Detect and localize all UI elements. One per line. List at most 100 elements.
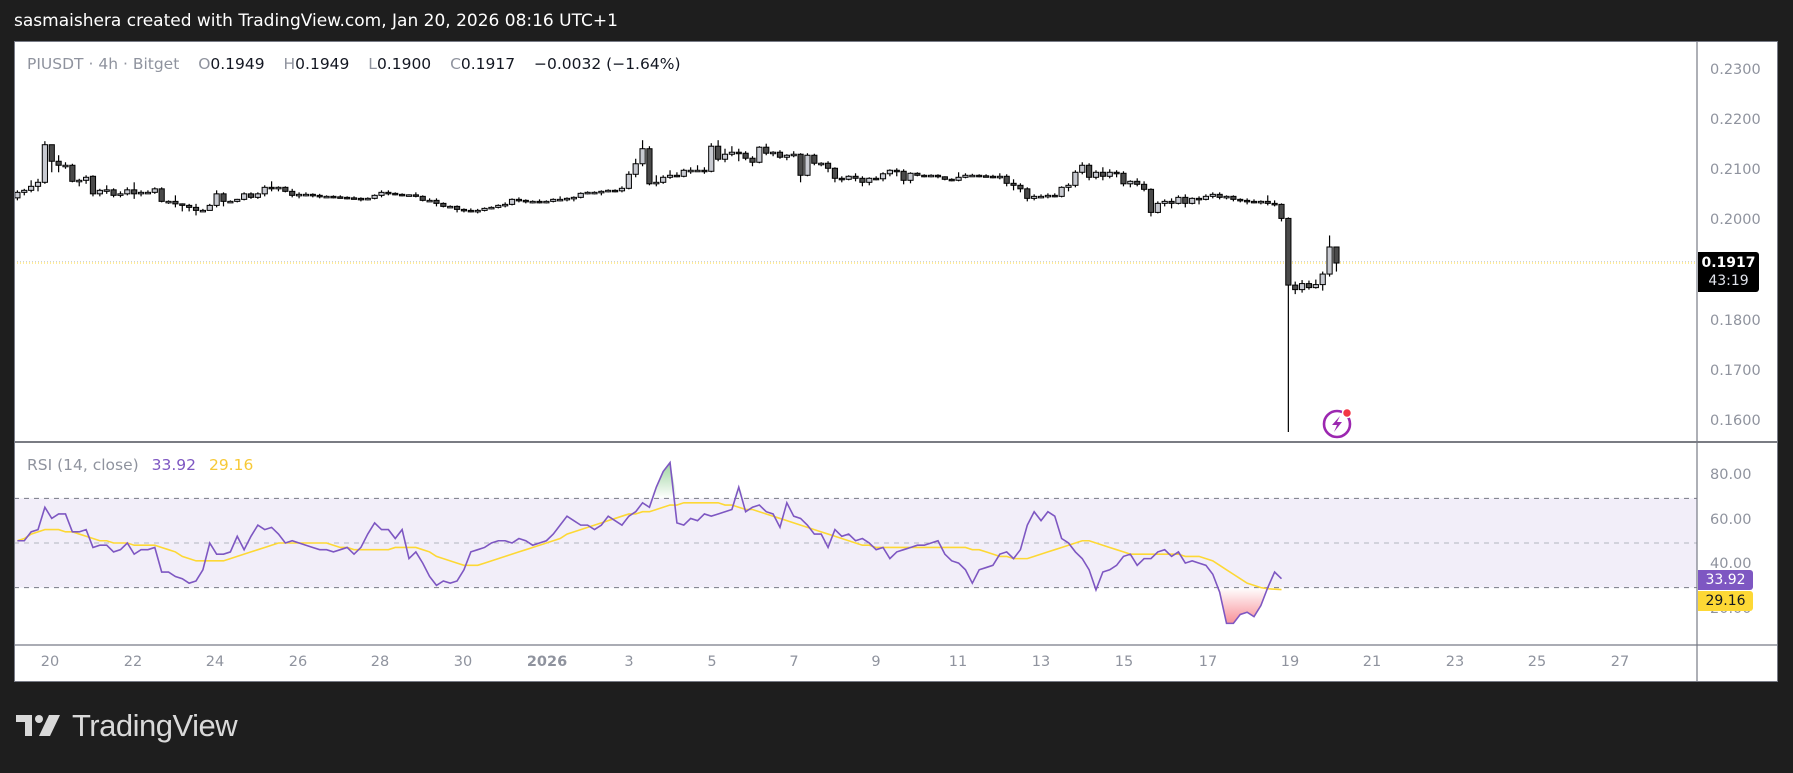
time-axis-label: 19: [1280, 654, 1300, 670]
candle-down: [1278, 203, 1285, 219]
rsi-ma-line: [17, 501, 1282, 591]
candle-up: [206, 204, 213, 211]
candle-up: [708, 145, 715, 172]
candle-up: [405, 194, 413, 197]
candle-down: [1182, 196, 1189, 204]
candle-up: [866, 177, 873, 183]
legend-sep: ·: [88, 55, 94, 73]
chart-frame[interactable]: [14, 41, 1778, 682]
candle-up: [1044, 194, 1052, 198]
candle-up: [756, 146, 763, 163]
candle-up: [783, 154, 790, 158]
price-axis-label: 0.2000: [1710, 212, 1761, 228]
candle-down: [522, 199, 529, 203]
candle-down: [1024, 188, 1031, 199]
candle-up: [302, 193, 310, 197]
candle-up: [1326, 246, 1333, 275]
candle-down: [419, 195, 426, 201]
rsi-value-badge: 33.92: [1698, 570, 1753, 590]
time-axis-label: 30: [453, 654, 473, 670]
candle-up: [598, 190, 605, 194]
candle-down: [831, 167, 839, 179]
candle-down: [186, 204, 193, 208]
candle-down: [440, 202, 447, 207]
rsi-title[interactable]: RSI (14, close): [27, 456, 139, 474]
candle-down: [337, 196, 344, 199]
time-axis-label: 25: [1527, 654, 1547, 670]
candle-down: [646, 148, 653, 185]
candle-down: [941, 176, 948, 180]
lightning-event-icon[interactable]: [1321, 406, 1355, 440]
candle-up: [591, 191, 598, 195]
candle-up: [1092, 171, 1100, 178]
candle-up: [371, 194, 378, 199]
candle-down: [110, 189, 117, 196]
price-axis-label: 0.1800: [1710, 313, 1761, 329]
candle-up: [529, 200, 536, 204]
candle-down: [701, 169, 708, 173]
brand-name: TradingView: [72, 708, 238, 743]
candle-up: [1079, 164, 1086, 173]
candle-up: [618, 187, 626, 192]
candle-down: [838, 177, 845, 181]
candle-down: [460, 208, 468, 212]
rsi-line: [17, 460, 1283, 625]
rsi-ma-badge: 29.16: [1698, 591, 1753, 611]
candle-down: [914, 172, 921, 176]
candle-down: [289, 190, 296, 196]
price-axis-label: 0.2200: [1710, 112, 1761, 128]
candle-down: [1195, 197, 1203, 201]
time-axis-label: 9: [871, 654, 881, 670]
candle-down: [797, 153, 804, 176]
rsi-ma-value: 29.16: [208, 456, 254, 474]
legend-open-label: O: [198, 55, 211, 73]
candle-down: [247, 193, 255, 198]
candle-down: [316, 194, 323, 198]
candle-up: [1298, 283, 1306, 291]
price-axis-label: 0.2100: [1710, 162, 1761, 178]
candle-up: [625, 173, 632, 189]
candle-down: [1120, 172, 1127, 185]
candle-up: [227, 200, 234, 204]
candle-up: [1058, 186, 1065, 197]
candle-down: [433, 199, 440, 204]
time-axis-label: 17: [1198, 654, 1218, 670]
candle-down: [357, 197, 364, 201]
candle-up: [577, 192, 584, 198]
candle-down: [824, 162, 832, 169]
candle-down: [1168, 200, 1175, 204]
candle-down: [1237, 198, 1244, 202]
candle-up: [687, 169, 694, 173]
candle-up: [151, 188, 158, 193]
candle-up: [1161, 200, 1168, 204]
candle-up: [818, 162, 825, 166]
candle-down: [192, 206, 200, 211]
candle-up: [124, 189, 131, 195]
chart-canvas[interactable]: [14, 41, 1778, 682]
candle-up: [502, 203, 509, 207]
legend-close-value: 0.1917: [460, 55, 516, 73]
candle-up: [770, 151, 777, 155]
candle-down: [453, 205, 461, 210]
legend-symbol[interactable]: PIUSDT: [27, 55, 84, 73]
price-axis-label: 0.1700: [1710, 363, 1761, 379]
tradingview-logo[interactable]: TradingView: [16, 708, 238, 744]
rsi-legend: RSI (14, close) 33.92 29.16: [27, 456, 253, 474]
candle-up: [969, 174, 976, 178]
candle-up: [660, 176, 667, 183]
rsi-value: 33.92: [151, 456, 197, 474]
candle-down: [385, 191, 392, 195]
candle-up: [550, 198, 557, 202]
candle-up: [254, 193, 261, 198]
candle-up: [474, 209, 481, 213]
candle-down: [735, 151, 742, 155]
time-axis-label: 22: [123, 654, 143, 670]
candle-up: [117, 193, 124, 196]
tradingview-logo-icon: [16, 715, 60, 736]
candle-up: [234, 198, 241, 202]
candle-up: [481, 207, 488, 211]
candle-up: [653, 181, 660, 185]
candle-down: [1216, 193, 1223, 198]
candle-down: [1051, 194, 1058, 198]
legend-low-value: 0.1900: [376, 55, 432, 73]
